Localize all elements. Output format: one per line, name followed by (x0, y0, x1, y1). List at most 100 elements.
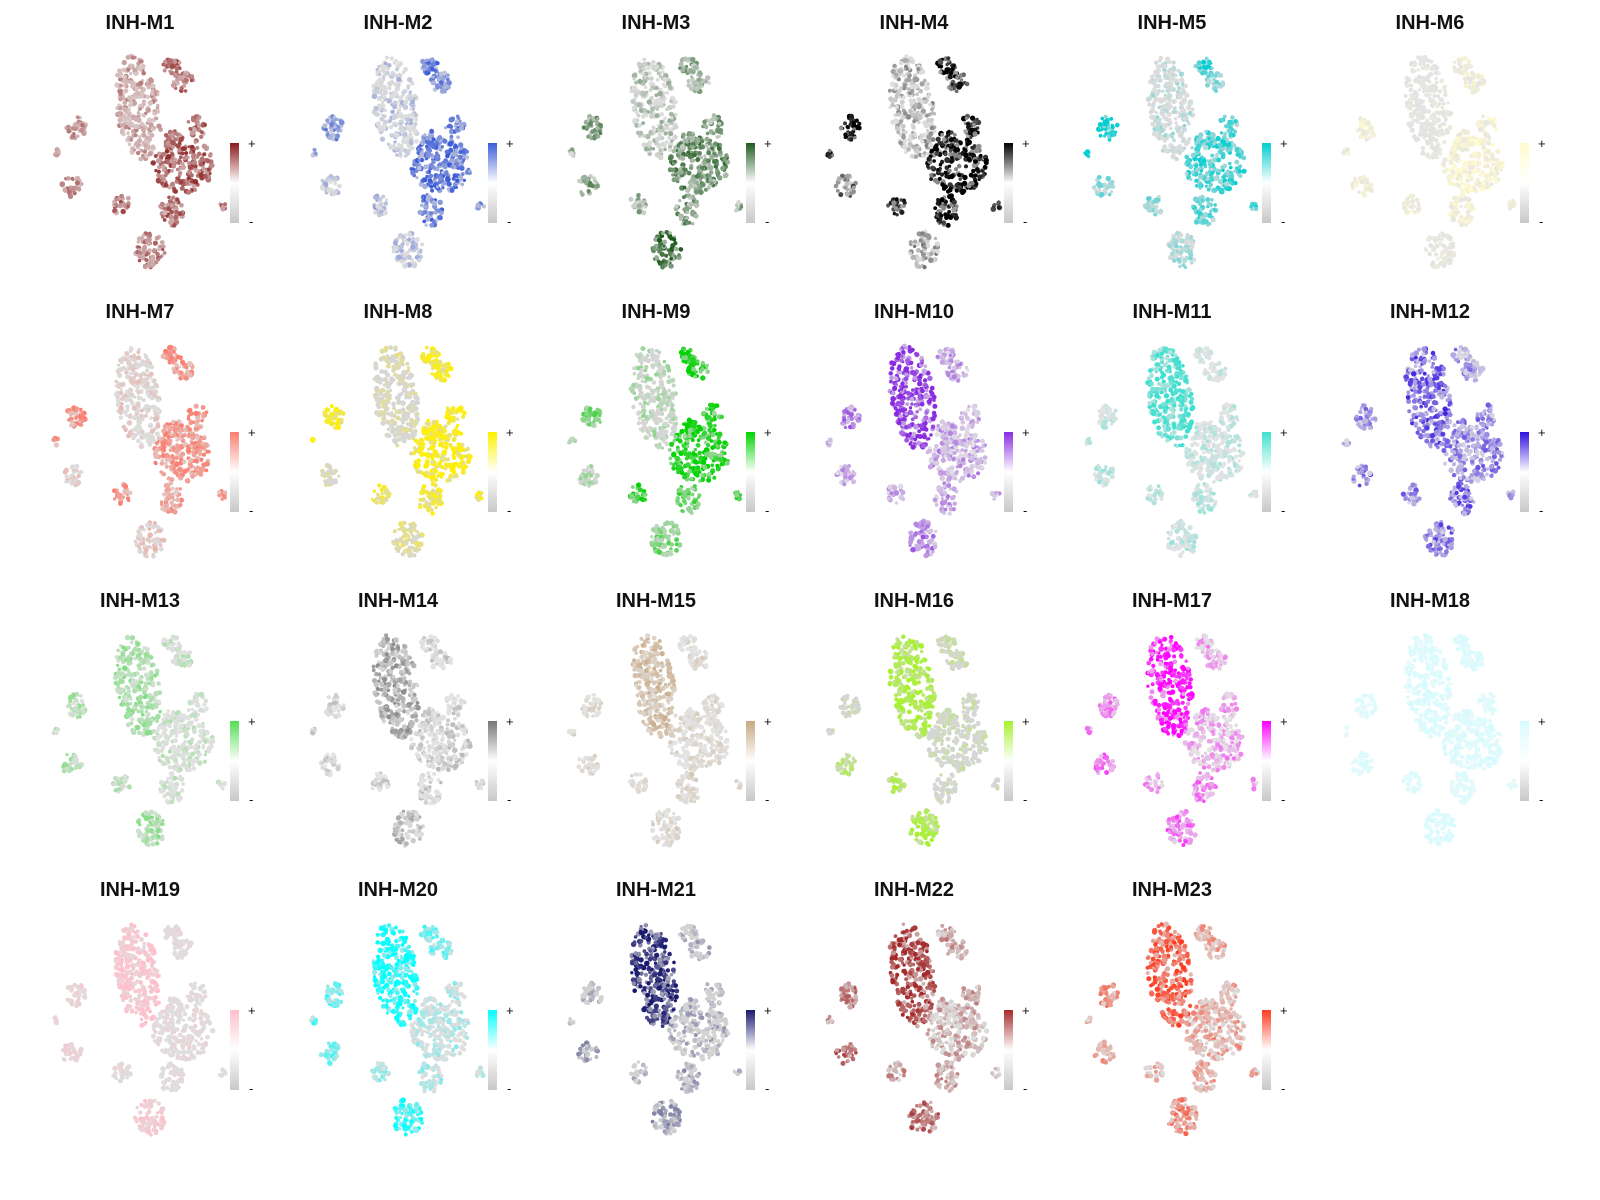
cell-point (1106, 126, 1112, 131)
cell-point (1146, 201, 1151, 206)
cluster-main (629, 57, 679, 161)
cluster-right_upper (1218, 114, 1240, 140)
cell-point (581, 174, 588, 181)
cell-point (1456, 136, 1461, 141)
cell-point (1227, 146, 1233, 152)
cell-point (430, 155, 435, 160)
cell-point (132, 100, 138, 106)
cell-point (1437, 71, 1441, 75)
cell-point (1463, 80, 1468, 85)
feature-panel: + - INH-M6 (1310, 0, 1574, 296)
cell-point (381, 113, 385, 117)
cell-point (1407, 97, 1412, 102)
cell-point (1164, 81, 1169, 87)
cell-point (663, 259, 668, 264)
cell-point (326, 187, 332, 193)
cell-point (405, 241, 410, 247)
cell-point (1412, 210, 1417, 214)
cell-point (333, 176, 338, 181)
cell-point (936, 168, 940, 172)
cell-point (1448, 159, 1453, 164)
cell-point (682, 195, 686, 200)
colorbar-high-label: + (1280, 136, 1288, 151)
cell-point (442, 81, 447, 86)
cell-point (441, 170, 445, 175)
cell-point (1239, 151, 1244, 156)
cell-point (170, 139, 176, 146)
cell-point (843, 186, 847, 190)
cell-point (150, 126, 155, 132)
cell-point (446, 85, 451, 90)
cell-point (660, 264, 665, 270)
cell-point (414, 237, 420, 243)
cell-point (170, 151, 175, 157)
cell-point (1184, 171, 1189, 176)
cluster-right_edge (1507, 198, 1517, 211)
cell-point (1111, 184, 1116, 189)
cell-point (891, 200, 897, 206)
cluster-topright_b (428, 70, 452, 94)
cell-point (1412, 69, 1417, 73)
cell-point (417, 158, 421, 162)
cell-point (409, 147, 413, 151)
cell-point (1172, 77, 1177, 82)
cell-point (641, 82, 646, 86)
cell-point (1444, 131, 1448, 135)
cell-point (843, 121, 847, 126)
cell-point (141, 153, 145, 158)
cell-point (945, 222, 951, 228)
cluster-right_upper (186, 113, 207, 139)
cell-point (420, 58, 426, 65)
cell-point (1177, 114, 1181, 119)
cell-point (1353, 176, 1357, 181)
cell-point (379, 116, 384, 122)
cell-point (925, 128, 930, 133)
cell-point (178, 171, 183, 176)
cell-point (118, 106, 123, 111)
cell-point (957, 185, 963, 191)
cell-point (383, 90, 389, 96)
cell-point (857, 121, 862, 126)
cell-point (1425, 140, 1431, 146)
cell-point (394, 58, 399, 63)
cell-point (1435, 104, 1440, 109)
cluster-right_lower (933, 193, 959, 228)
cell-point (688, 165, 694, 171)
cell-point (399, 121, 403, 126)
cell-point (939, 217, 943, 221)
cell-point (652, 131, 656, 135)
cell-point (1420, 66, 1425, 70)
cell-point (1434, 76, 1438, 81)
cell-point (1428, 93, 1432, 97)
cell-point (141, 113, 145, 117)
cell-point (668, 147, 673, 152)
cell-point (1207, 162, 1213, 167)
cell-point (668, 231, 672, 235)
cell-point (138, 80, 144, 86)
cell-point (150, 160, 156, 166)
cell-point (118, 97, 123, 102)
cell-point (1443, 255, 1449, 261)
cell-point (1202, 65, 1208, 70)
cell-point (702, 119, 707, 125)
cell-point (715, 168, 720, 173)
cell-point (936, 198, 940, 202)
cell-point (1365, 131, 1369, 136)
cluster-right_lower (417, 193, 445, 228)
cell-point (890, 81, 896, 87)
cell-point (429, 184, 434, 189)
cell-point (397, 107, 402, 112)
cell-point (658, 148, 663, 153)
cell-point (1404, 197, 1410, 203)
cell-point (1416, 55, 1421, 60)
cell-point (387, 63, 392, 68)
cell-point (1435, 117, 1441, 123)
cell-point (70, 126, 76, 131)
cell-point (848, 122, 853, 127)
cell-point (906, 146, 911, 152)
cell-point (389, 80, 395, 85)
cell-point (1157, 132, 1162, 137)
cell-point (937, 64, 942, 69)
cell-point (1183, 83, 1188, 89)
cell-point (1106, 134, 1111, 139)
